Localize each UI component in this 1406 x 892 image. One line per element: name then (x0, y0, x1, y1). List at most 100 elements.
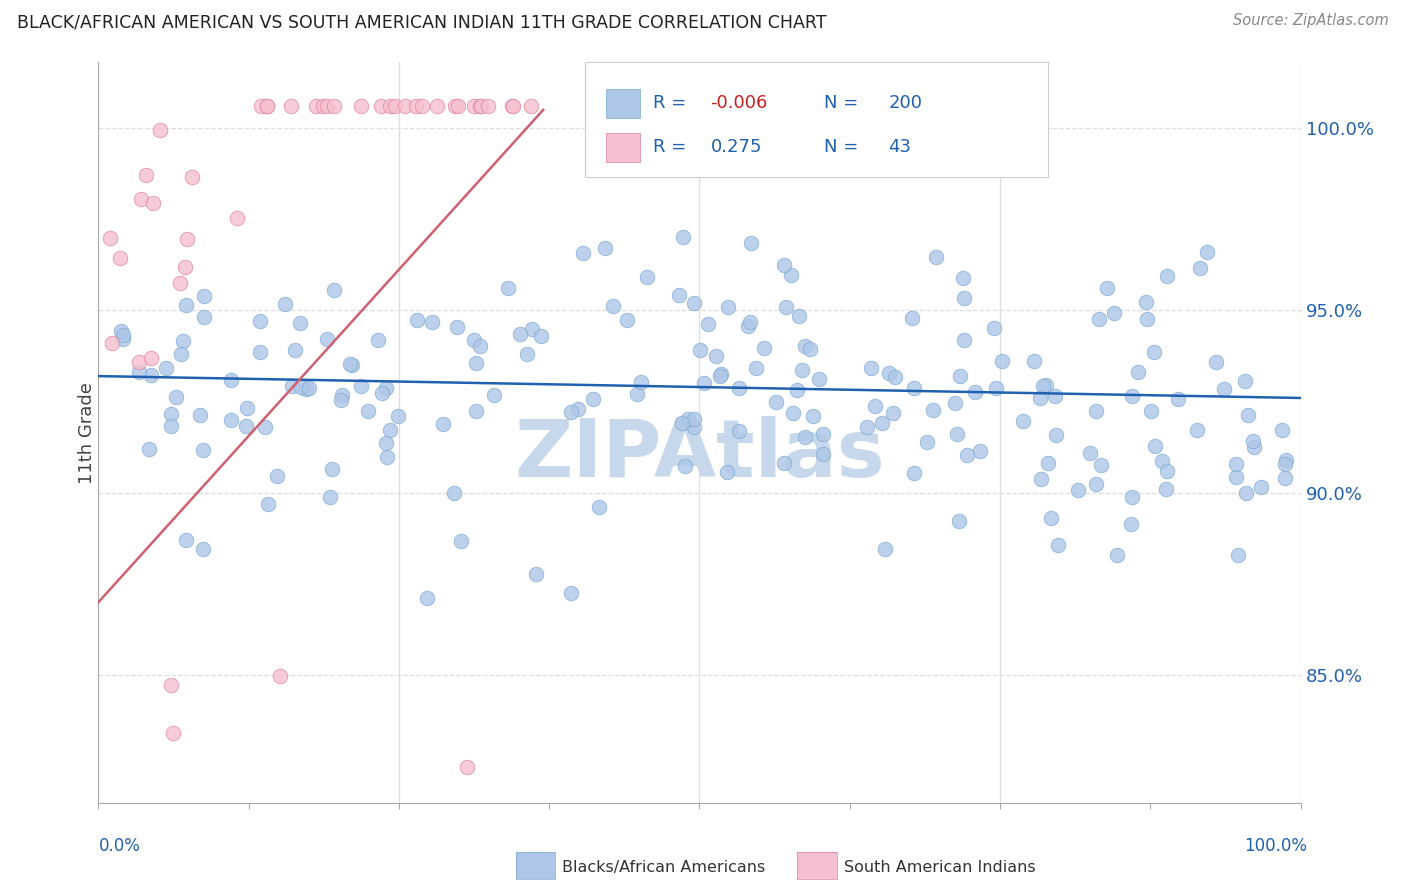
Point (738, 315, 761, 329)
Point (225, 211, 247, 226)
Point (683, 412, 706, 426)
Point (501, 99, 523, 113)
Point (426, 99, 449, 113)
Point (704, 349, 727, 363)
Point (444, 99, 467, 113)
Point (110, 324, 132, 338)
Point (322, 283, 344, 297)
Point (249, 313, 271, 327)
Point (101, 335, 124, 350)
Point (405, 313, 427, 327)
Point (1088, 311, 1111, 326)
Point (1237, 409, 1260, 423)
Point (249, 344, 271, 359)
Point (673, 459, 696, 474)
Point (882, 406, 904, 420)
Point (1105, 548, 1128, 562)
Point (901, 310, 924, 325)
Point (903, 467, 925, 481)
Point (1225, 470, 1247, 484)
Point (773, 258, 796, 272)
Point (256, 99, 278, 113)
Point (779, 268, 801, 282)
Point (298, 381, 321, 395)
Point (174, 533, 197, 547)
Point (793, 430, 815, 444)
Text: -0.006: -0.006 (710, 95, 768, 112)
Point (191, 442, 214, 457)
Point (312, 99, 335, 113)
Point (350, 99, 373, 113)
Point (727, 424, 749, 438)
Point (135, 168, 157, 182)
Text: Source: ZipAtlas.com: Source: ZipAtlas.com (1233, 13, 1389, 29)
Point (1135, 294, 1157, 309)
Point (922, 403, 945, 417)
Text: R =: R = (652, 95, 692, 112)
Point (1143, 344, 1166, 359)
Point (367, 333, 389, 347)
Point (1029, 472, 1052, 486)
Point (856, 420, 879, 434)
Point (1189, 260, 1212, 275)
Point (468, 339, 491, 353)
Point (1078, 445, 1101, 459)
Point (446, 319, 468, 334)
Point (464, 356, 486, 370)
Text: 200: 200 (889, 95, 922, 112)
Point (630, 376, 652, 390)
Point (522, 322, 544, 336)
Point (304, 99, 326, 113)
Point (162, 726, 184, 740)
Point (1225, 458, 1247, 472)
Point (250, 99, 273, 113)
Point (948, 514, 970, 528)
Point (582, 392, 605, 406)
Point (170, 347, 193, 361)
Point (281, 379, 304, 393)
Point (128, 365, 150, 379)
Point (1121, 491, 1143, 505)
Point (949, 369, 972, 384)
Point (873, 541, 896, 556)
Text: 0.275: 0.275 (710, 138, 762, 156)
Point (221, 413, 243, 427)
Point (370, 99, 392, 113)
Point (859, 361, 882, 376)
Point (432, 417, 454, 431)
Point (456, 760, 478, 774)
Point (745, 361, 768, 376)
Point (953, 291, 976, 305)
Point (683, 296, 706, 310)
Point (616, 312, 638, 326)
Point (626, 387, 648, 401)
Point (765, 394, 787, 409)
Point (295, 382, 318, 396)
Point (129, 192, 152, 206)
Point (1274, 457, 1296, 471)
Point (1227, 548, 1250, 562)
Point (863, 400, 886, 414)
Point (447, 99, 470, 113)
Point (1121, 517, 1143, 532)
Point (516, 347, 538, 361)
Point (1067, 483, 1090, 497)
Text: BLACK/AFRICAN AMERICAN VS SOUTH AMERICAN INDIAN 11TH GRADE CORRELATION CHART: BLACK/AFRICAN AMERICAN VS SOUTH AMERICAN… (17, 13, 827, 31)
Point (787, 310, 810, 324)
Point (952, 333, 974, 347)
Point (394, 99, 416, 113)
Point (1032, 379, 1054, 393)
Point (1102, 306, 1125, 320)
Point (593, 241, 616, 255)
FancyBboxPatch shape (606, 89, 640, 118)
Point (1126, 365, 1149, 379)
Point (636, 269, 658, 284)
Point (1271, 423, 1294, 437)
Point (316, 332, 339, 346)
Point (1234, 486, 1257, 500)
Point (374, 381, 396, 395)
Point (567, 401, 589, 416)
Point (1250, 480, 1272, 494)
Point (411, 99, 433, 113)
Point (602, 299, 624, 313)
